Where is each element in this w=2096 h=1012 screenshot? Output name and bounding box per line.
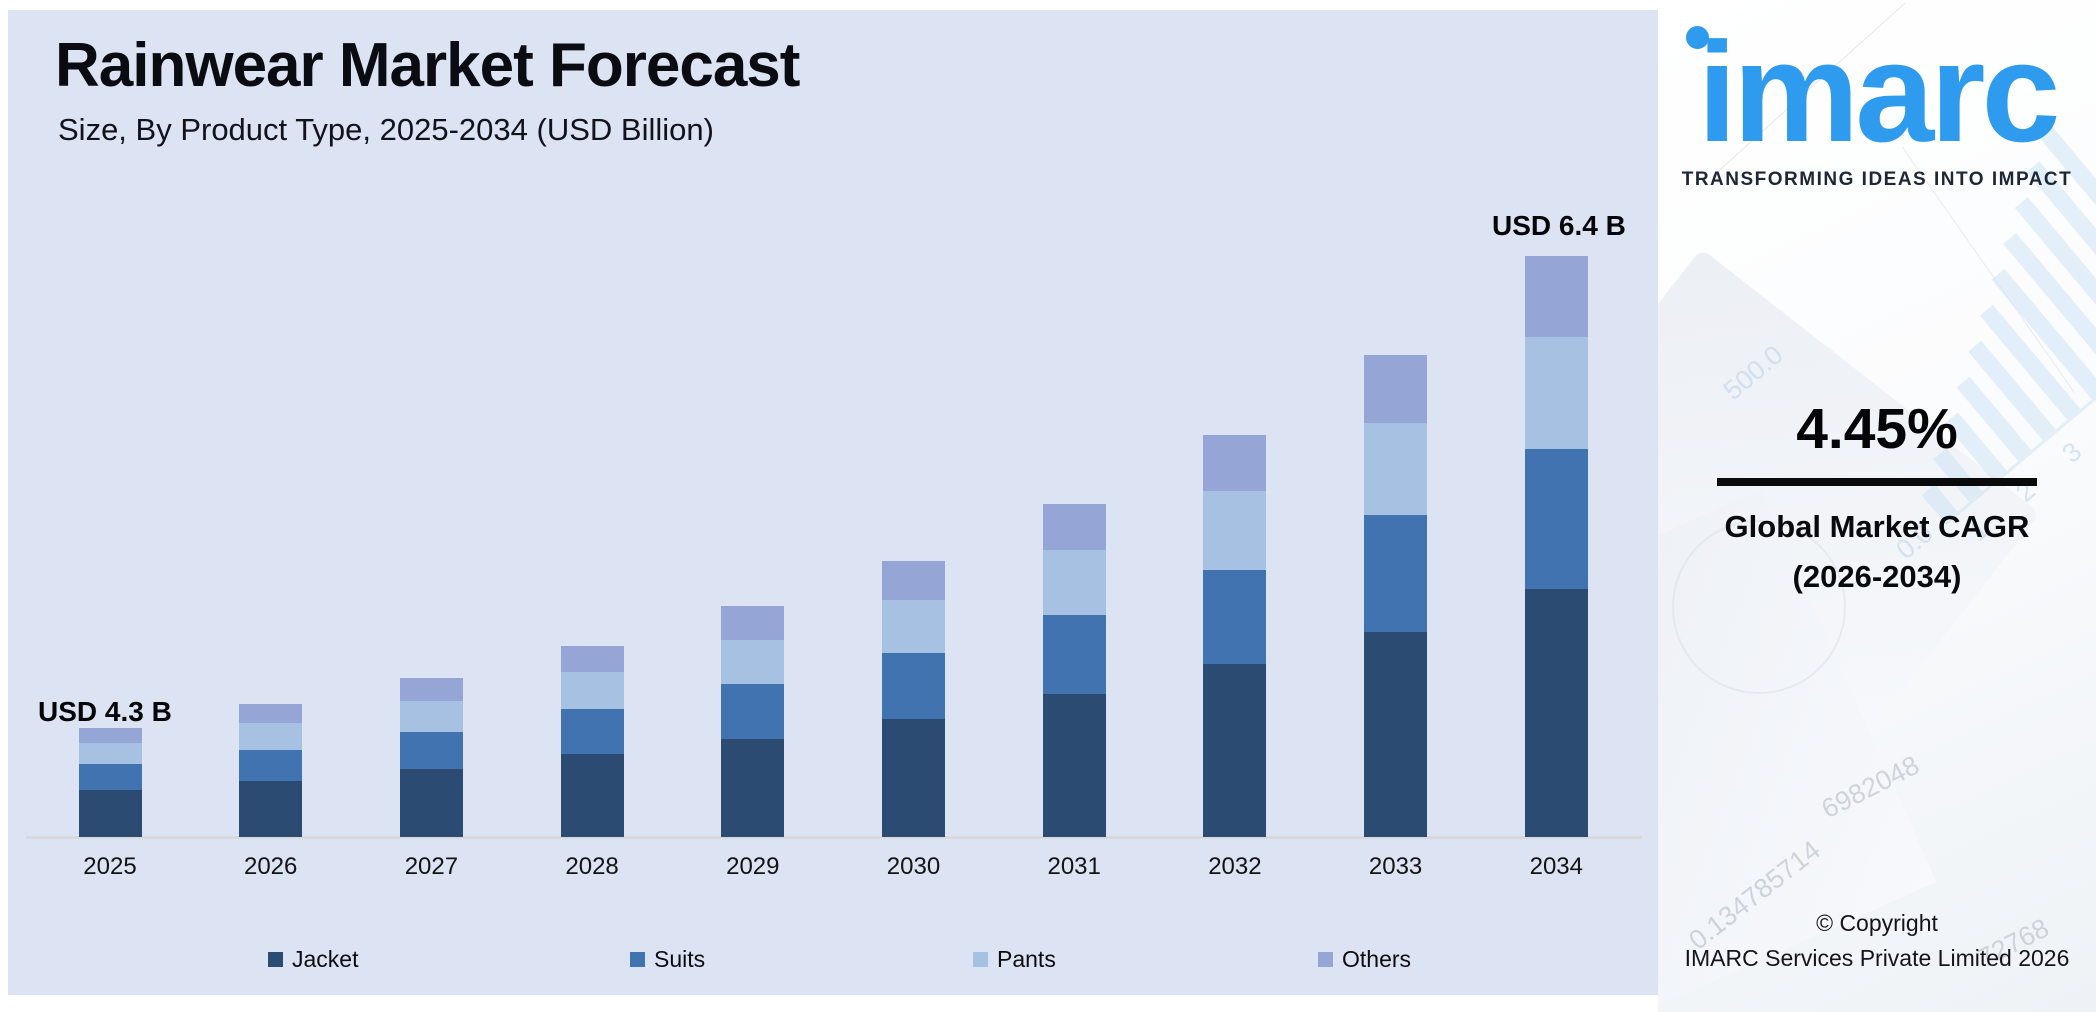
bar-2032: [1203, 435, 1267, 837]
copyright-line1: © Copyright: [1816, 910, 1938, 936]
cagr-block: 4.45% Global Market CAGR (2026-2034): [1658, 396, 2096, 601]
cagr-label-line1: Global Market CAGR: [1724, 509, 2030, 544]
bar-segment-suits-2027: [399, 732, 463, 769]
bar-2034: [1524, 256, 1588, 837]
legend-label: Jacket: [292, 946, 359, 972]
bar-segment-jacket-2026: [239, 781, 303, 837]
bar-2033: [1364, 355, 1428, 837]
legend-item-pants: Pants: [973, 946, 1056, 973]
x-tick-2026: 2026: [243, 853, 298, 880]
bar-segment-others-2025: [78, 728, 142, 743]
bar-segment-pants-2030: [882, 600, 945, 653]
brand-wordmark: imarc: [1697, 13, 2061, 172]
bar-segment-pants-2027: [399, 701, 463, 732]
legend-item-jacket: Jacket: [268, 946, 358, 973]
bar-segment-suits-2032: [1203, 570, 1267, 664]
x-tick-2031: 2031: [1047, 853, 1101, 880]
bar-2025: [78, 728, 142, 837]
x-tick-2032: 2032: [1208, 853, 1262, 880]
bar-segment-jacket-2030: [882, 719, 945, 837]
bar-2029: [721, 606, 785, 837]
bar-segment-pants-2026: [239, 723, 303, 750]
bar-segment-jacket-2033: [1364, 632, 1428, 837]
bar-segment-suits-2033: [1364, 515, 1428, 632]
legend-label: Pants: [997, 946, 1056, 972]
bar-segment-others-2026: [239, 704, 303, 723]
x-tick-2025: 2025: [83, 853, 137, 880]
legend-swatch-icon: [1318, 952, 1333, 967]
bar-segment-jacket-2034: [1524, 589, 1588, 837]
copyright-line2: IMARC Services Private Limited 2026: [1684, 944, 2070, 971]
chart-subtitle: Size, By Product Type, 2025-2034 (USD Bi…: [58, 112, 714, 147]
legend-item-others: Others: [1318, 946, 1411, 973]
bar-segment-jacket-2031: [1042, 694, 1106, 837]
bar-segment-jacket-2027: [399, 769, 463, 837]
pie-outline-decoration: [1672, 520, 1846, 694]
bar-segment-others-2027: [399, 678, 463, 701]
bar-2031: [1042, 504, 1106, 837]
bar-segment-others-2030: [882, 561, 945, 600]
bar-segment-suits-2028: [560, 709, 624, 754]
x-tick-2033: 2033: [1368, 853, 1423, 880]
bar-segment-suits-2025: [78, 764, 142, 790]
bar-segment-suits-2034: [1524, 449, 1588, 589]
x-tick-2034: 2034: [1529, 853, 1583, 880]
legend-swatch-icon: [973, 952, 988, 967]
chart-title: Rainwear Market Forecast: [55, 31, 800, 100]
bar-2026: [239, 704, 303, 837]
brand-tagline: TRANSFORMING IDEAS INTO IMPACT: [1681, 169, 2073, 191]
bar-segment-jacket-2028: [560, 754, 624, 837]
legend-swatch-icon: [630, 952, 645, 967]
legend-swatch-icon: [268, 952, 283, 967]
plot-area: 2025 2026 2027 2028 2029 2030 2031 2032 2033 2034…: [8, 10, 1658, 995]
bar-2027: [399, 678, 463, 837]
bar-segment-others-2029: [721, 606, 785, 640]
bar-segment-pants-2029: [721, 640, 785, 684]
x-tick-2028: 2028: [565, 853, 619, 880]
cagr-divider: [1717, 478, 2037, 486]
legend-label: Others: [1342, 946, 1412, 972]
bar-segment-pants-2033: [1364, 423, 1428, 515]
x-tick-2029: 2029: [726, 853, 780, 880]
bar-segment-suits-2031: [1042, 615, 1106, 694]
cagr-value: 4.45%: [1796, 397, 1958, 461]
bar-segment-pants-2031: [1042, 550, 1106, 615]
x-tick-2027: 2027: [404, 853, 459, 880]
sidebar: 500.0 0.0 1 2 3 4 6982048 0.134785714 72…: [1658, 0, 2096, 1012]
bar-segment-jacket-2032: [1203, 664, 1267, 837]
bar-segment-others-2033: [1364, 355, 1428, 423]
logo-dot-icon: [1686, 26, 1709, 49]
chart-panel: Rainwear Market Forecast Size, By Produc…: [8, 10, 1658, 995]
legend-item-suits: Suits: [630, 946, 705, 973]
copyright-block: © Copyright IMARC Services Private Limit…: [1658, 906, 2096, 975]
bar-segment-pants-2034: [1524, 337, 1588, 449]
bar-segment-suits-2030: [882, 653, 945, 719]
bar-segment-others-2032: [1203, 435, 1267, 491]
bar-segment-pants-2028: [560, 672, 624, 709]
bar-segment-suits-2026: [239, 750, 303, 781]
x-tick-2030: 2030: [886, 853, 941, 880]
bar-2030: [882, 561, 945, 837]
bar-segment-jacket-2025: [78, 790, 142, 837]
imarc-logo: imarc TRANSFORMING IDEAS INTO IMPACT: [1658, 0, 2096, 191]
bar-segment-others-2034: [1524, 256, 1588, 337]
legend-label: Suits: [654, 946, 706, 972]
annotation-last-bar: USD 6.4 B: [1492, 210, 1626, 241]
annotation-first-bar: USD 4.3 B: [38, 696, 172, 727]
bar-segment-pants-2032: [1203, 491, 1267, 570]
cagr-label-line2: (2026-2034): [1792, 558, 1962, 594]
bar-segment-pants-2025: [78, 743, 142, 764]
bar-segment-suits-2029: [721, 684, 785, 739]
bar-segment-others-2028: [560, 646, 624, 672]
bar-segment-jacket-2029: [721, 739, 785, 837]
x-axis-line: [26, 836, 1642, 839]
bar-2028: [560, 646, 624, 837]
bar-segment-others-2031: [1042, 504, 1106, 550]
